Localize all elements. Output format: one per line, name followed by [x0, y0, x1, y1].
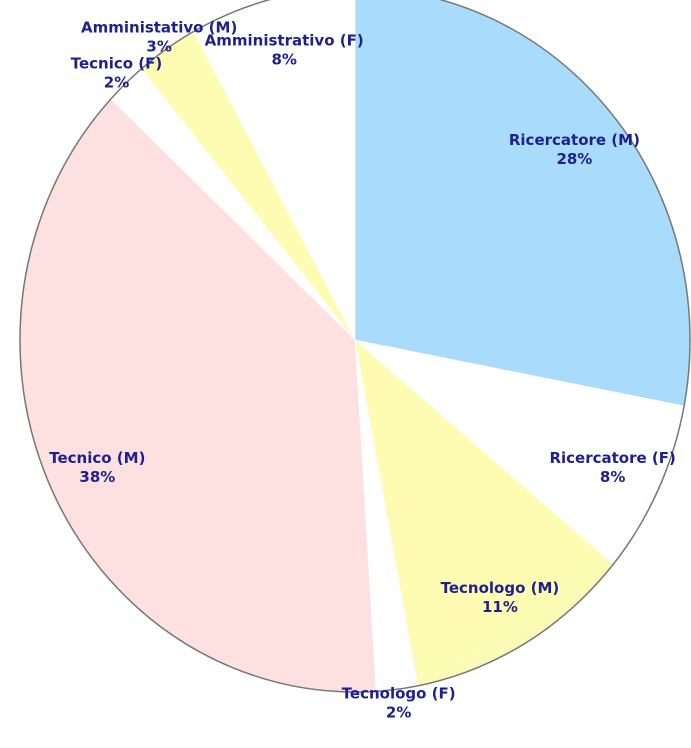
slice-value-label: 8% — [600, 468, 625, 486]
pie-shade — [19, 0, 691, 693]
slice-value-label: 28% — [556, 150, 592, 168]
slice-value-label: 3% — [146, 38, 171, 56]
slice-label: Tecnologo (F) — [342, 685, 456, 703]
slice-label: Amministativo (M) — [81, 19, 237, 37]
slice-label: Amministrativo (F) — [205, 32, 364, 50]
slice-label: Ricercatore (F) — [549, 449, 675, 467]
slice-label: Tecnico (F) — [71, 55, 163, 73]
slice-label: Ricercatore (M) — [509, 131, 640, 149]
slice-value-label: 2% — [386, 704, 411, 722]
slice-label: Tecnico (M) — [49, 449, 145, 467]
slice-value-label: 38% — [79, 468, 115, 486]
slice-label: Tecnologo (M) — [441, 579, 560, 597]
slice-value-label: 2% — [104, 74, 129, 92]
slice-value-label: 11% — [482, 598, 518, 616]
slice-value-label: 8% — [271, 51, 296, 69]
